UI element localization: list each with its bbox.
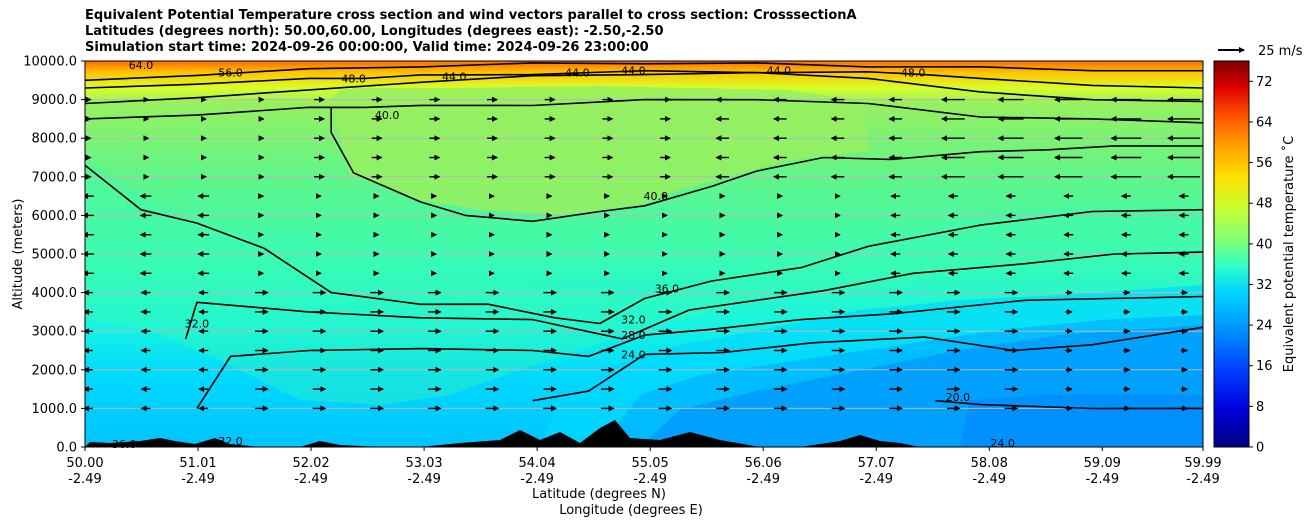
contour-label: 32.0 <box>185 317 210 330</box>
x-tick-label-lon: -2.49 <box>181 472 215 487</box>
x-tick-label-lat: 50.00 <box>66 456 103 471</box>
title-line-3: Simulation start time: 2024-09-26 00:00:… <box>85 40 649 55</box>
y-tick-label: 8000.0 <box>32 132 78 147</box>
colorbar-tick-label: 8 <box>1256 400 1264 415</box>
colorbar-tick-label: 56 <box>1256 156 1273 171</box>
y-tick-label: 6000.0 <box>32 209 78 224</box>
x-tick-label-lon: -2.49 <box>859 472 893 487</box>
colorbar-gradient <box>1214 61 1249 447</box>
colorbar-tick-label: 24 <box>1256 319 1273 334</box>
quiver-key-label: 25 m/s <box>1258 44 1303 59</box>
x-axis-title-longitude: Longitude (degrees E) <box>559 503 703 518</box>
contour-label: 44.0 <box>767 65 792 78</box>
x-tick-label-lat: 52.02 <box>292 456 329 471</box>
x-axis-title-latitude: Latitude (degrees N) <box>532 487 666 502</box>
contour-line <box>330 107 1203 223</box>
colorbar-tick-label: 72 <box>1256 75 1273 90</box>
x-tick-label-lat: 56.06 <box>745 456 782 471</box>
contour-label: 36.0 <box>655 283 680 296</box>
contour-label: 64.0 <box>129 59 154 72</box>
contour-label: 56.0 <box>218 67 243 80</box>
x-tick-label-lon: -2.49 <box>1186 472 1220 487</box>
contour-label: 48.0 <box>901 67 926 80</box>
x-tick-label-lat: 53.03 <box>405 456 442 471</box>
theta-e-contour-lines <box>85 62 1203 410</box>
contour-label: 32.0 <box>621 314 646 327</box>
colorbar-tick-label: 64 <box>1256 115 1273 130</box>
y-tick-label: 10000.0 <box>23 55 77 70</box>
x-tick-label-lat: 57.07 <box>858 456 895 471</box>
colorbar-tick-label: 32 <box>1256 278 1273 293</box>
contour-label: 36.0 <box>112 438 137 451</box>
y-axis-title: Altitude (meters) <box>11 199 26 310</box>
contour-line <box>532 326 1203 402</box>
contour-line <box>85 71 1203 105</box>
x-tick-label-lat: 58.08 <box>971 456 1008 471</box>
x-tick-label-lat: 55.05 <box>632 456 669 471</box>
contour-label: 40.0 <box>375 109 400 122</box>
x-tick-label-lon: -2.49 <box>746 472 780 487</box>
y-tick-label: 0.0 <box>56 441 77 456</box>
x-tick-label-lon: -2.49 <box>68 472 102 487</box>
y-tick-label: 3000.0 <box>32 325 78 340</box>
x-tick-label-lat: 54.04 <box>519 456 556 471</box>
x-axis: 50.00-2.4951.01-2.4952.02-2.4953.03-2.49… <box>66 447 1222 487</box>
x-tick-label-lat: 51.01 <box>179 456 216 471</box>
title-line-1: Equivalent Potential Temperature cross s… <box>85 8 857 23</box>
contour-label: 44.0 <box>442 70 467 83</box>
contour-label: 44.0 <box>621 65 646 78</box>
colorbar-ticks: 0 8 16 24 32 40 48 56 64 72 <box>1249 75 1273 456</box>
colorbar-frame <box>1213 60 1250 448</box>
colorbar-tick-label: 16 <box>1256 359 1273 374</box>
y-tick-label: 4000.0 <box>32 286 78 301</box>
colorbar-title: Equivalent potential temperature ˚C <box>1281 136 1297 372</box>
contour-line <box>85 69 1203 89</box>
title-line-2: Latitudes (degrees north): 50.00,60.00, … <box>85 24 664 39</box>
x-tick-label-lon: -2.49 <box>1085 472 1119 487</box>
contour-label: 44.0 <box>565 67 590 80</box>
x-tick-label-lat: 59.99 <box>1184 456 1221 471</box>
colorbar: 0 8 16 24 32 40 48 56 64 72 Equivalent potential … <box>1213 60 1297 456</box>
contour-label: 28.0 <box>621 329 646 342</box>
contour-label: 24.0 <box>621 348 646 361</box>
y-tick-label: 1000.0 <box>32 402 78 417</box>
quiver-key: 25 m/s <box>1218 44 1303 59</box>
x-tick-label-lon: -2.49 <box>633 472 667 487</box>
wind-vectors <box>85 96 1200 412</box>
contour-line <box>184 251 1203 340</box>
contour-line <box>196 295 1203 409</box>
x-tick-label-lon: -2.49 <box>294 472 328 487</box>
y-tick-label: 9000.0 <box>32 93 78 108</box>
colorbar-tick-label: 48 <box>1256 197 1273 212</box>
x-tick-label-lon: -2.49 <box>407 472 441 487</box>
x-tick-label-lat: 59.09 <box>1084 456 1121 471</box>
colorbar-tick-label: 40 <box>1256 237 1273 252</box>
y-tick-label: 5000.0 <box>32 248 78 263</box>
terrain-silhouette <box>85 420 920 447</box>
x-tick-label-lon: -2.49 <box>972 472 1006 487</box>
contour-line <box>85 164 1203 325</box>
contour-line <box>85 62 1203 82</box>
contour-label: 32.0 <box>218 435 243 448</box>
y-tick-label: 7000.0 <box>32 170 78 185</box>
contour-label: 24.0 <box>990 437 1015 450</box>
contour-label: 20.0 <box>946 391 971 404</box>
contour-label: 48.0 <box>341 72 366 85</box>
y-axis: 0.0 1000.0 2000.0 3000.0 4000.0 5000.0 6000.0 7… <box>23 55 85 456</box>
x-tick-label-lon: -2.49 <box>520 472 554 487</box>
colorbar-tick-label: 0 <box>1256 441 1264 456</box>
y-tick-label: 2000.0 <box>32 363 78 378</box>
